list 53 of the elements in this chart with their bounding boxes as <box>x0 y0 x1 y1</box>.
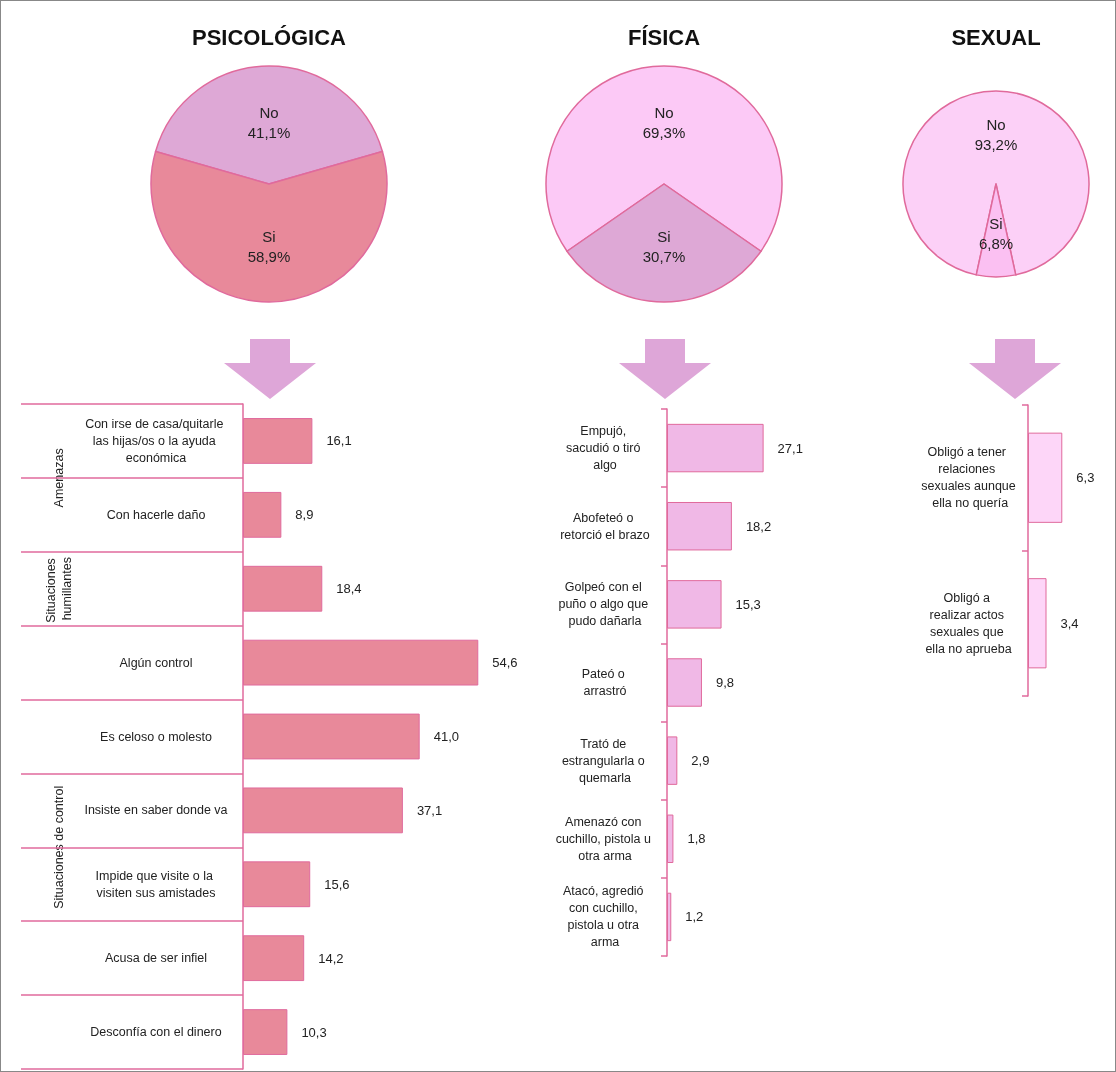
y-tick-label: Trató de estrangularla o quemarla <box>561 736 649 785</box>
data-label: 54,6 <box>492 655 518 671</box>
chart-title: SEXUAL <box>951 24 1041 50</box>
y-tick-label: Impide que visite o la visiten sus amistades <box>95 868 217 900</box>
y-tick-label: Obligó a tener relaciones sexuales aunque ella no quería <box>921 445 1016 511</box>
data-label: 10,3 <box>301 1024 327 1040</box>
data-label: 41,1% <box>247 123 291 141</box>
y-tick-label: Algún control <box>119 655 193 670</box>
y-tick-label: Golpeó con el puño o algo que pudo dañarla <box>558 580 652 629</box>
data-label: 6,3 <box>1076 470 1095 486</box>
data-label: 9,8 <box>715 675 735 690</box>
chart-title: FÍSICA <box>627 24 701 50</box>
data-label: 2,9 <box>691 753 710 769</box>
data-label: 69,3% <box>642 123 686 141</box>
data-label: 18,4 <box>336 581 362 597</box>
text: Situaciones humillantes <box>44 554 74 623</box>
y-tick-label: Insiste en saber donde va <box>84 803 228 818</box>
data-label: 58,9% <box>247 247 291 265</box>
slice-label: No <box>654 103 674 121</box>
data-label: 16,1 <box>326 433 352 449</box>
y-tick-label: Empujó, sacudió o tiró algo <box>566 424 644 473</box>
slice-label: Si <box>657 227 671 245</box>
data-label: 1,8 <box>687 831 706 847</box>
data-label: 8,9 <box>295 507 314 523</box>
y-tick-label: Es celoso o molesto <box>100 729 212 744</box>
y-tick-label: Atacó, agredió con cuchillo, pistola u otra arma <box>562 884 648 950</box>
data-label: 41,0 <box>433 729 459 744</box>
data-label: 30,7% <box>642 247 686 265</box>
data-label: 18,2 <box>745 518 772 534</box>
data-label: 3,4 <box>1060 615 1079 631</box>
y-tick-label: Abofeteó o retorció el brazo <box>560 510 650 542</box>
slice-label: Si <box>262 227 276 245</box>
y-tick-label: Acusa de ser infiel <box>104 951 208 966</box>
data-label: 37,1 <box>416 802 443 818</box>
y-tick-label: Desconfía con el dinero <box>90 1025 222 1040</box>
data-label: 27,1 <box>777 440 803 456</box>
slice-label: No <box>259 103 279 121</box>
data-label: 6,8% <box>978 235 1014 252</box>
slice-label: Si <box>989 215 1003 232</box>
y-tick-label: Con hacerle daño <box>106 507 206 522</box>
text: Situaciones de control <box>52 785 66 909</box>
text: Amenazas <box>52 448 66 508</box>
y-tick-label: Amenazó con cuchillo, pistola u otra arma <box>555 814 655 863</box>
data-label: 14,2 <box>318 950 344 966</box>
y-tick-label: Obligó a realizar actos sexuales que ella no aprueba <box>925 590 1012 656</box>
chart-title: PSICOLÓGICA <box>191 24 347 50</box>
slice-label: No <box>986 116 1006 133</box>
data-label: 15,3 <box>735 596 761 612</box>
data-label: 1,2 <box>685 909 704 925</box>
data-label: 93,2% <box>974 136 1018 153</box>
y-tick-label: Pateó o arrastró <box>581 667 629 698</box>
data-label: 15,6 <box>324 876 350 892</box>
y-tick-label: Con irse de casa/quitarle las hijas/os o la ayuda económica <box>85 416 227 465</box>
